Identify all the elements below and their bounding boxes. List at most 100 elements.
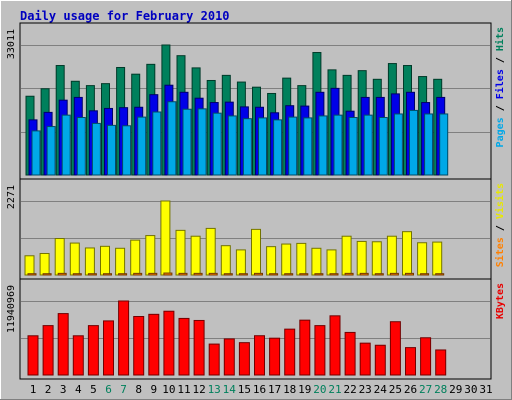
bar-visits-day-14 bbox=[220, 245, 231, 276]
x-tick-label: 20 bbox=[313, 383, 326, 396]
bar-pages-day-19 bbox=[303, 117, 313, 176]
x-tick-label: 9 bbox=[150, 383, 157, 396]
legend-entry: Files bbox=[494, 69, 506, 99]
bar-visits-day-5 bbox=[84, 247, 95, 276]
bar-sites-day-12 bbox=[193, 272, 203, 276]
legend-entry: / bbox=[495, 219, 506, 237]
bar-sites-day-10 bbox=[163, 272, 173, 276]
bar-pages-day-27 bbox=[424, 113, 434, 176]
bar-sites-day-6 bbox=[103, 273, 112, 276]
x-tick-label: 1 bbox=[30, 383, 37, 396]
bar-visits-day-15 bbox=[235, 249, 246, 276]
x-tick-label: 22 bbox=[343, 383, 356, 396]
bar-visits-day-2 bbox=[39, 252, 50, 276]
x-tick-label: 17 bbox=[268, 383, 281, 396]
x-tick-label: 23 bbox=[359, 383, 372, 396]
bar-visits-day-1 bbox=[24, 255, 35, 276]
bar-visits-day-11 bbox=[175, 229, 186, 276]
legend-entry: / bbox=[495, 51, 506, 69]
bar-visits-day-27 bbox=[417, 242, 428, 276]
bar-pages-day-7 bbox=[122, 125, 132, 176]
bar-pages-day-21 bbox=[333, 114, 343, 176]
bar-sites-day-15 bbox=[238, 273, 248, 276]
bar-visits-day-12 bbox=[190, 235, 201, 276]
bar-sites-day-5 bbox=[87, 273, 97, 276]
panel-legend-visits-sites: Sites / Visits bbox=[494, 183, 506, 267]
bar-visits-day-3 bbox=[54, 238, 65, 276]
bar-pages-day-24 bbox=[378, 117, 388, 176]
bar-sites-day-16 bbox=[254, 272, 263, 276]
bar-kbytes-day-2 bbox=[42, 325, 54, 376]
bar-pages-day-4 bbox=[76, 117, 86, 176]
x-tick-label: 13 bbox=[208, 383, 221, 396]
legend-entry: / bbox=[495, 99, 506, 117]
bar-sites-day-20 bbox=[314, 273, 324, 276]
bar-sites-day-22 bbox=[344, 272, 354, 276]
bar-visits-day-17 bbox=[266, 246, 277, 276]
bar-kbytes-day-11 bbox=[178, 317, 190, 376]
bar-pages-day-16 bbox=[258, 117, 267, 176]
bar-pages-day-22 bbox=[348, 117, 358, 176]
x-tick-label: 4 bbox=[75, 383, 82, 396]
bar-sites-day-18 bbox=[284, 273, 294, 276]
legend-entry: Hits bbox=[494, 27, 506, 51]
bar-kbytes-day-9 bbox=[148, 313, 160, 376]
bar-sites-day-25 bbox=[389, 272, 399, 276]
bar-kbytes-day-22 bbox=[344, 331, 356, 376]
x-tick-label: 25 bbox=[389, 383, 402, 396]
bar-visits-day-24 bbox=[371, 241, 382, 276]
bar-kbytes-day-23 bbox=[359, 342, 371, 376]
x-tick-label: 31 bbox=[479, 383, 492, 396]
bar-pages-day-25 bbox=[393, 113, 403, 176]
bar-visits-day-25 bbox=[386, 235, 397, 276]
bar-kbytes-day-15 bbox=[238, 342, 250, 376]
max-label-visits-sites: 2271 bbox=[6, 185, 17, 209]
bar-sites-day-17 bbox=[269, 273, 279, 276]
bar-kbytes-day-20 bbox=[314, 325, 326, 376]
bar-pages-day-9 bbox=[152, 111, 162, 176]
bar-visits-day-9 bbox=[145, 235, 156, 276]
legend-entry: KBytes bbox=[495, 283, 506, 319]
panel-legend-hits-files-pages: Pages / Files / Hits bbox=[494, 27, 506, 147]
bar-visits-day-10 bbox=[160, 200, 171, 276]
bar-pages-day-14 bbox=[227, 115, 237, 176]
bar-kbytes-day-6 bbox=[103, 320, 114, 376]
bar-sites-day-9 bbox=[148, 272, 158, 276]
bar-pages-day-26 bbox=[409, 109, 418, 176]
x-tick-label: 14 bbox=[223, 383, 237, 396]
bar-kbytes-day-4 bbox=[72, 335, 84, 376]
bar-sites-day-13 bbox=[208, 272, 218, 276]
bar-visits-day-18 bbox=[281, 243, 292, 276]
max-label-hits-files-pages: 33011 bbox=[6, 29, 17, 59]
bar-visits-day-7 bbox=[115, 247, 126, 276]
bar-sites-day-1 bbox=[27, 273, 37, 276]
x-tick-label: 8 bbox=[135, 383, 142, 396]
bar-kbytes-day-17 bbox=[269, 337, 281, 376]
bar-sites-day-23 bbox=[359, 272, 369, 276]
bar-sites-day-27 bbox=[420, 273, 430, 276]
bar-pages-day-17 bbox=[273, 119, 283, 176]
bar-pages-day-28 bbox=[439, 113, 449, 176]
bar-sites-day-3 bbox=[57, 272, 67, 276]
bar-kbytes-day-24 bbox=[374, 344, 386, 376]
bar-sites-day-14 bbox=[223, 273, 233, 276]
x-tick-label: 24 bbox=[374, 383, 388, 396]
bar-kbytes-day-13 bbox=[208, 343, 220, 376]
x-tick-label: 7 bbox=[120, 383, 127, 396]
bar-visits-day-19 bbox=[296, 242, 307, 276]
bar-pages-day-10 bbox=[167, 101, 177, 176]
bar-pages-day-8 bbox=[137, 116, 147, 176]
bar-pages-day-12 bbox=[197, 108, 207, 176]
bar-kbytes-day-27 bbox=[420, 337, 432, 376]
bar-pages-day-6 bbox=[107, 124, 116, 176]
bar-pages-day-1 bbox=[31, 130, 41, 176]
bar-kbytes-day-21 bbox=[329, 315, 341, 376]
bar-visits-day-8 bbox=[130, 239, 141, 276]
bar-pages-day-18 bbox=[288, 116, 298, 176]
bar-kbytes-day-5 bbox=[87, 325, 99, 376]
bar-visits-day-23 bbox=[356, 240, 367, 276]
bar-sites-day-24 bbox=[374, 273, 384, 276]
bar-kbytes-day-10 bbox=[163, 310, 175, 376]
bar-pages-day-2 bbox=[46, 126, 56, 176]
